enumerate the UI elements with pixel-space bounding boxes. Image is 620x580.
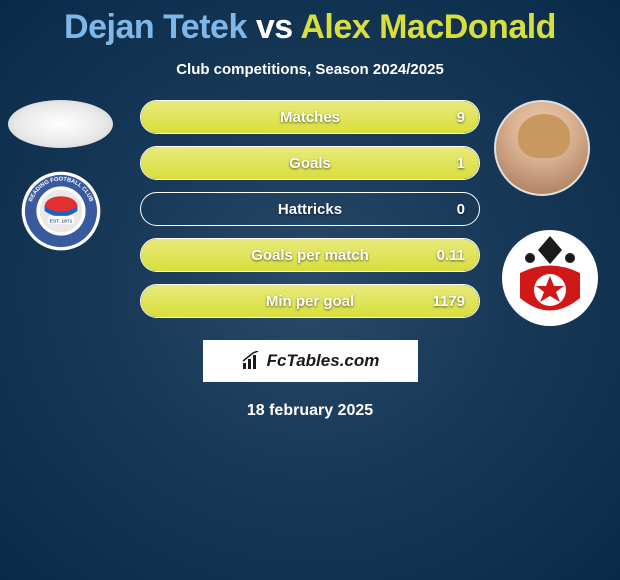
comparison-title: Dejan Tetek vs Alex MacDonald [0, 0, 620, 47]
player-left-name: Dejan Tetek [64, 8, 247, 46]
chart-icon [241, 351, 261, 371]
comparison-stage: EST. 1871 READING FOOTBALL CLUB Matches 9… [0, 100, 620, 340]
stat-value-right: 1179 [432, 293, 465, 310]
stat-label: Hattricks [278, 201, 342, 218]
brand-box: FcTables.com [203, 340, 418, 382]
club-crest-right [500, 228, 600, 328]
stat-value-right: 0 [457, 201, 465, 218]
stat-bar: Matches 9 [140, 100, 480, 134]
date-text: 18 february 2025 [0, 402, 620, 420]
stat-bar: Min per goal 1179 [140, 284, 480, 318]
stat-value-right: 1 [457, 155, 465, 172]
stat-value-right: 0.11 [437, 247, 465, 264]
stat-bar: Hattricks 0 [140, 192, 480, 226]
stat-label: Goals per match [251, 247, 369, 264]
stat-value-right: 9 [457, 109, 465, 126]
stat-bar: Goals per match 0.11 [140, 238, 480, 272]
player-left-avatar [8, 100, 113, 148]
title-vs: vs [256, 8, 293, 46]
subtitle: Club competitions, Season 2024/2025 [0, 61, 620, 78]
stat-label: Goals [289, 155, 331, 172]
club-crest-left: EST. 1871 READING FOOTBALL CLUB [20, 170, 102, 252]
svg-text:EST. 1871: EST. 1871 [50, 218, 73, 224]
player-right-avatar [494, 100, 590, 196]
player-right-name: Alex MacDonald [300, 8, 556, 46]
stat-label: Matches [280, 109, 340, 126]
stat-bar: Goals 1 [140, 146, 480, 180]
stat-bars: Matches 9 Goals 1 Hattricks 0 Goals per match 0… [140, 100, 480, 330]
stat-label: Min per goal [266, 293, 354, 310]
brand-text: FcTables.com [267, 351, 380, 371]
